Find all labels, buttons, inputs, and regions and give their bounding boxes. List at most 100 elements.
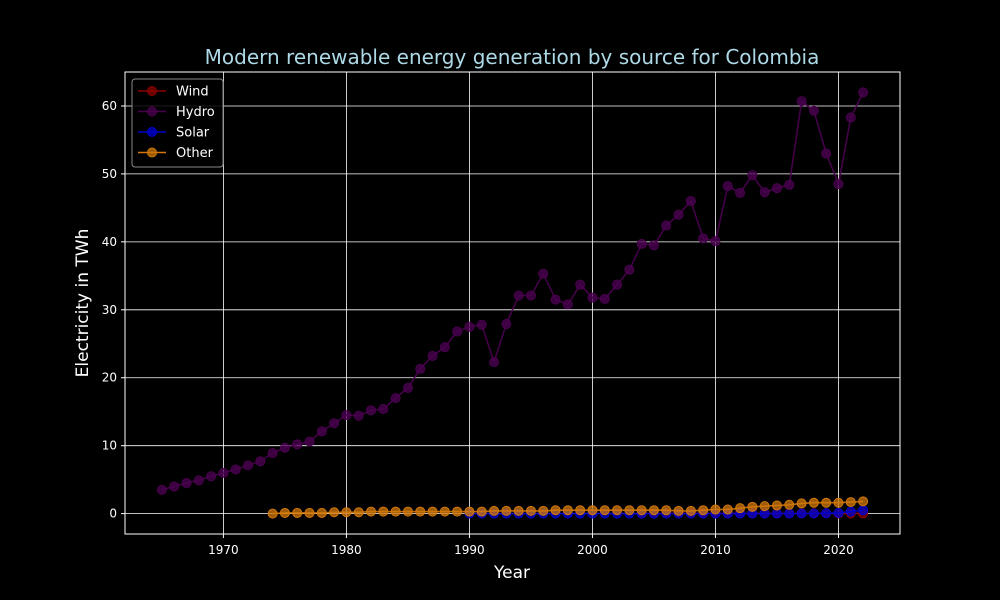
data-point-hydro xyxy=(771,183,782,194)
data-point-solar xyxy=(821,508,832,519)
data-point-hydro xyxy=(476,319,487,330)
data-point-hydro xyxy=(833,179,844,190)
data-point-hydro xyxy=(169,481,180,492)
data-point-hydro xyxy=(329,418,340,429)
data-point-other xyxy=(415,506,426,517)
data-point-solar xyxy=(858,505,869,516)
data-point-solar xyxy=(771,508,782,519)
plot-frame xyxy=(124,71,901,535)
data-point-other xyxy=(525,505,536,516)
data-point-hydro xyxy=(821,148,832,159)
y-tick-label: 10 xyxy=(102,439,117,453)
legend-box xyxy=(131,78,224,168)
legend-marker xyxy=(147,86,157,96)
data-point-solar xyxy=(784,508,795,519)
data-point-other xyxy=(747,501,758,512)
data-point-hydro xyxy=(439,342,450,353)
x-tick-label: 2000 xyxy=(577,543,608,557)
data-point-other xyxy=(845,497,856,508)
y-tick-label: 60 xyxy=(102,99,117,113)
data-point-other xyxy=(304,507,315,518)
data-point-hydro xyxy=(341,410,352,421)
data-point-other xyxy=(378,506,389,517)
data-point-hydro xyxy=(858,87,869,98)
data-point-solar xyxy=(833,507,844,518)
data-point-other xyxy=(353,507,364,518)
x-tick-label: 1990 xyxy=(454,543,485,557)
ticks: 1970 1980 1990 2000 2010 2020 0 10 20 30 40 50 60 xyxy=(102,99,854,557)
data-point-solar xyxy=(808,508,819,519)
data-point-hydro xyxy=(255,456,266,467)
data-point-other xyxy=(821,497,832,508)
x-tick-label: 1980 xyxy=(331,543,362,557)
chart-title: Modern renewable energy generation by so… xyxy=(205,45,820,69)
data-point-hydro xyxy=(181,478,192,489)
data-point-other xyxy=(366,506,377,517)
data-point-hydro xyxy=(722,181,733,192)
y-tick-label: 30 xyxy=(102,303,117,317)
data-point-hydro xyxy=(156,484,167,495)
data-point-hydro xyxy=(206,471,217,482)
data-point-other xyxy=(661,505,672,516)
data-point-hydro xyxy=(735,187,746,198)
y-tick-label: 0 xyxy=(109,507,117,521)
data-point-hydro xyxy=(636,238,647,249)
data-point-other xyxy=(833,497,844,508)
legend: Wind Hydro Solar Other xyxy=(131,78,224,168)
data-point-hydro xyxy=(464,321,475,332)
data-point-hydro xyxy=(452,326,463,337)
data-point-other xyxy=(341,507,352,518)
data-point-solar xyxy=(845,506,856,517)
data-point-hydro xyxy=(378,403,389,414)
data-point-hydro xyxy=(525,290,536,301)
data-point-hydro xyxy=(648,240,659,251)
data-point-hydro xyxy=(612,279,623,290)
data-point-hydro xyxy=(538,268,549,279)
data-point-hydro xyxy=(759,187,770,198)
data-point-other xyxy=(279,507,290,518)
data-point-other xyxy=(587,505,598,516)
data-point-other xyxy=(685,505,696,516)
data-point-other xyxy=(771,500,782,511)
data-point-other xyxy=(735,503,746,514)
y-tick-label: 40 xyxy=(102,235,117,249)
data-point-other xyxy=(427,506,438,517)
data-point-hydro xyxy=(489,357,500,368)
data-point-hydro xyxy=(575,279,586,290)
data-point-hydro xyxy=(415,363,426,374)
data-point-hydro xyxy=(501,319,512,330)
data-point-other xyxy=(476,506,487,517)
data-point-other xyxy=(402,506,413,517)
data-point-hydro xyxy=(353,410,364,421)
data-point-hydro xyxy=(230,464,241,475)
data-point-other xyxy=(575,505,586,516)
data-point-other xyxy=(390,506,401,517)
data-point-hydro xyxy=(292,439,303,450)
data-point-hydro xyxy=(624,264,635,275)
data-point-other xyxy=(513,505,524,516)
legend-label: Wind xyxy=(176,85,209,100)
data-point-hydro xyxy=(845,112,856,123)
data-point-other xyxy=(439,506,450,517)
data-point-hydro xyxy=(267,448,278,459)
data-point-hydro xyxy=(550,294,561,305)
data-point-other xyxy=(784,499,795,510)
data-point-other xyxy=(489,505,500,516)
data-point-other xyxy=(452,506,463,517)
data-point-other xyxy=(722,504,733,515)
data-point-hydro xyxy=(402,382,413,393)
legend-label: Solar xyxy=(176,126,210,141)
data-point-other xyxy=(636,505,647,516)
data-point-hydro xyxy=(685,196,696,207)
data-point-hydro xyxy=(599,293,610,304)
data-point-other xyxy=(612,505,623,516)
data-point-other xyxy=(562,505,573,516)
data-point-hydro xyxy=(304,436,315,447)
data-point-other xyxy=(673,505,684,516)
data-point-other xyxy=(648,505,659,516)
x-tick-label: 2020 xyxy=(823,543,854,557)
data-point-hydro xyxy=(193,475,204,486)
data-point-hydro xyxy=(562,299,573,310)
data-point-hydro xyxy=(661,220,672,231)
